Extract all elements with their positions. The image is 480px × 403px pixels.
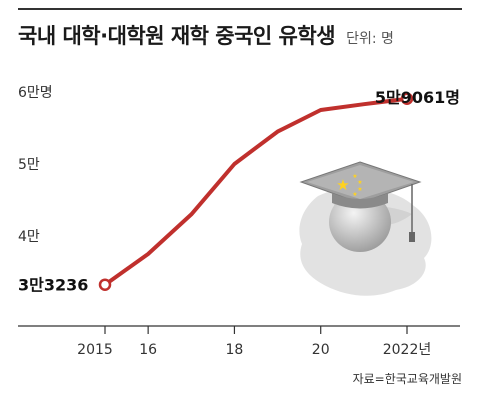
top-rule [18,8,462,10]
flag-big-star-icon: ★ [336,176,349,194]
x-tick-label: 20 [312,342,330,358]
x-tick-label: 2015 [77,342,113,358]
y-tick-label: 5만 [18,157,40,173]
chart-title: 국내 대학·대학원 재학 중국인 유학생 [18,24,336,48]
title-row: 국내 대학·대학원 재학 중국인 유학생 단위: 명 [18,20,394,50]
flag-small-star-icon: ★ [357,186,362,193]
source-note: 자료=한국교육개발원 [352,372,462,386]
graduation-cap-top [307,165,414,199]
x-tick-label: 16 [139,342,157,358]
tassel-end [409,232,415,242]
endpoint-marker [98,278,112,291]
graduation-cap-band [332,193,388,209]
flag-small-star-icon: ★ [352,173,357,180]
flag-small-star-icon: ★ [357,179,362,186]
data-label-end: 5만9061명 [375,88,460,107]
unit-label: 단위: 명 [346,31,394,47]
y-tick-label: 4만 [18,229,40,245]
series-line [103,96,409,287]
x-tick-label: 2022년 [383,342,432,358]
endpoint-marker [400,92,414,106]
data-label-start: 3만3236 [18,276,88,295]
head-illustration [329,192,391,252]
y-tick-label: 6만명 [18,85,53,101]
flag-small-star-icon: ★ [352,191,357,198]
x-tick-label: 18 [226,342,244,358]
